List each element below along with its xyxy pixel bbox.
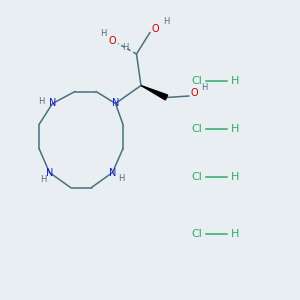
Text: N: N <box>109 167 116 178</box>
Text: H: H <box>230 229 239 239</box>
Text: O: O <box>190 88 198 98</box>
Text: Cl: Cl <box>191 229 202 239</box>
Text: H: H <box>230 172 239 182</box>
Text: H: H <box>100 29 107 38</box>
Text: H: H <box>118 174 124 183</box>
Text: H: H <box>230 124 239 134</box>
Text: Cl: Cl <box>191 76 202 86</box>
Text: Cl: Cl <box>191 124 202 134</box>
Text: N: N <box>46 167 53 178</box>
Text: H: H <box>122 43 129 52</box>
Text: H: H <box>38 97 44 106</box>
Text: O: O <box>152 24 159 34</box>
Text: H: H <box>163 16 170 26</box>
Text: H: H <box>230 76 239 86</box>
Text: N: N <box>112 98 119 109</box>
Text: H: H <box>201 83 208 92</box>
Text: H: H <box>40 176 46 184</box>
Text: N: N <box>49 98 56 109</box>
Text: O: O <box>109 35 116 46</box>
Text: Cl: Cl <box>191 172 202 182</box>
Polygon shape <box>141 85 168 100</box>
